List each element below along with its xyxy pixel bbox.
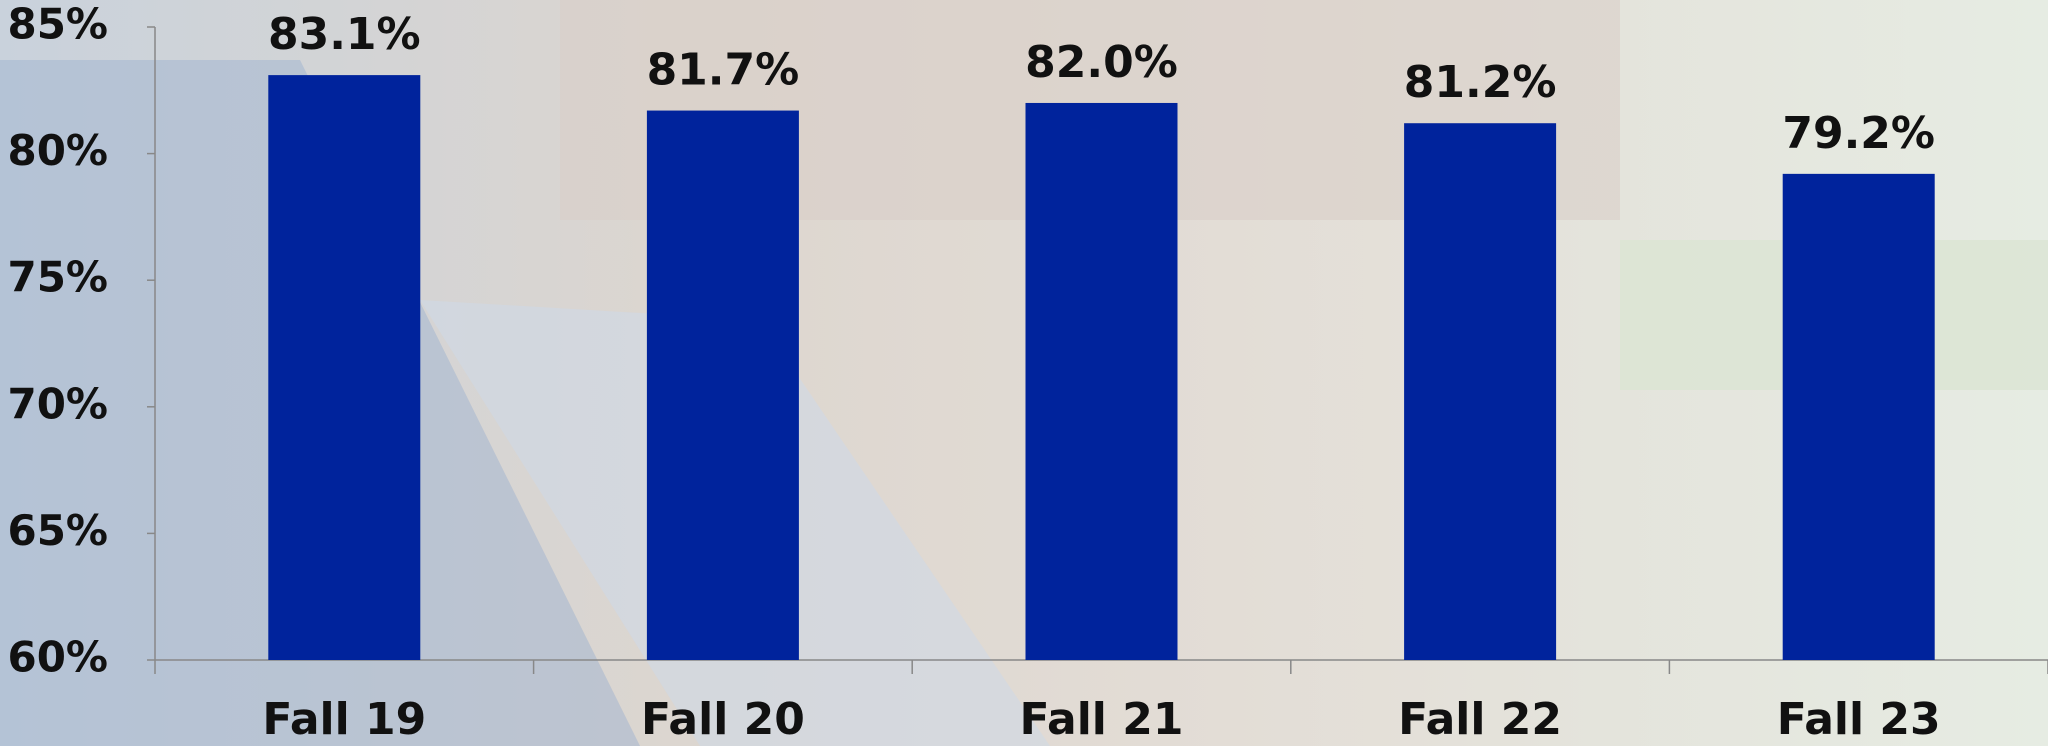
y-tick-label: 60% [7, 633, 108, 682]
x-tick-label: Fall 19 [262, 694, 426, 745]
data-label: 81.2% [1404, 57, 1557, 108]
bar [647, 111, 799, 660]
data-label: 79.2% [1782, 108, 1935, 159]
data-label: 82.0% [1025, 37, 1178, 88]
y-tick-label: 70% [7, 379, 108, 428]
bar [1783, 174, 1935, 660]
y-tick-label: 65% [7, 506, 108, 555]
bar [1404, 123, 1556, 660]
data-label: 83.1% [268, 9, 421, 60]
x-tick-label: Fall 21 [1020, 694, 1184, 745]
x-tick-label: Fall 22 [1398, 694, 1562, 745]
x-tick-label: Fall 20 [641, 694, 805, 745]
data-label: 81.7% [647, 45, 800, 96]
x-tick-label: Fall 23 [1777, 694, 1941, 745]
y-tick-label: 80% [7, 126, 108, 175]
y-tick-label: 85% [7, 0, 108, 49]
bar [1026, 103, 1178, 660]
page: 60% 65% 70% 75% 80% 85% Fall 19 83.1% Fall 20 81.… [0, 0, 2048, 746]
chart: 60% 65% 70% 75% 80% 85% Fall 19 83.1% Fall 20 81.… [0, 0, 2048, 746]
bar [268, 75, 420, 660]
y-tick-label: 75% [7, 253, 108, 302]
